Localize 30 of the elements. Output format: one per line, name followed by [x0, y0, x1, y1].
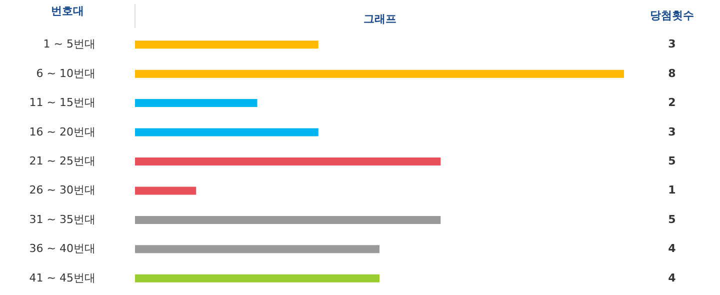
bar [135, 40, 318, 49]
y-tick-label: 36 ~ 40번대 [29, 242, 96, 256]
data-label: 5 [668, 154, 676, 168]
bar [135, 158, 441, 166]
y-tick-label: 31 ~ 35번대 [29, 212, 96, 226]
y-tick-label: 41 ~ 45번대 [29, 271, 96, 284]
y-tick-label: 11 ~ 15번대 [29, 96, 96, 110]
data-label: 3 [668, 125, 676, 138]
bar [135, 99, 258, 108]
bar [135, 186, 196, 195]
y-tick-label: 6 ~ 10번대 [36, 66, 96, 80]
data-label: 4 [668, 271, 676, 284]
bar [135, 70, 624, 78]
data-label: 4 [668, 242, 676, 256]
x-axis-title: 그래프 [364, 12, 396, 26]
y-tick-label: 16 ~ 20번대 [29, 125, 96, 138]
data-label: 2 [668, 96, 676, 110]
y-tick-label: 26 ~ 30번대 [29, 184, 96, 197]
data-label: 1 [668, 184, 676, 197]
data-label: 5 [668, 212, 676, 226]
y-tick-label: 1 ~ 5번대 [43, 38, 96, 51]
bar [135, 128, 318, 136]
y-axis-title: 번호대 [51, 4, 84, 18]
data-label: 3 [668, 38, 676, 51]
text: 당첨횟수 [650, 9, 694, 22]
bar [135, 216, 441, 224]
data-label: 8 [668, 66, 676, 80]
bar [135, 245, 380, 254]
y-tick-label: 21 ~ 25번대 [29, 154, 96, 168]
bar [135, 274, 380, 282]
